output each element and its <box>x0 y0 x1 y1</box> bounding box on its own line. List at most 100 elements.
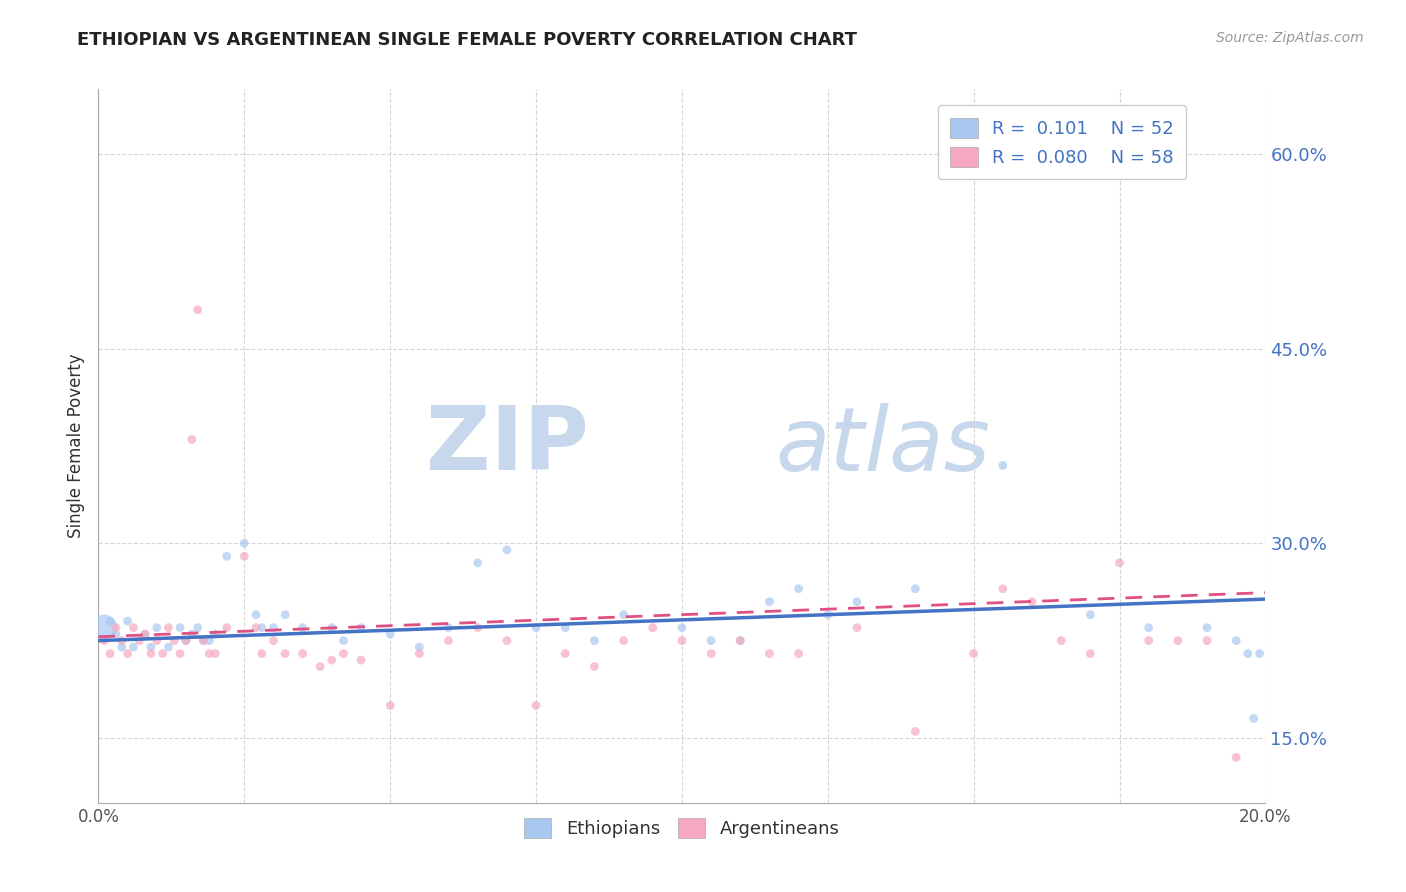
Point <box>904 724 927 739</box>
Point <box>187 302 209 317</box>
Point <box>274 607 297 622</box>
Point <box>169 621 191 635</box>
Point <box>215 549 238 564</box>
Point <box>730 633 752 648</box>
Point <box>554 621 576 635</box>
Text: ZIP: ZIP <box>426 402 589 490</box>
Point <box>233 536 256 550</box>
Point <box>380 698 402 713</box>
Point <box>496 633 519 648</box>
Point <box>700 647 723 661</box>
Text: ETHIOPIAN VS ARGENTINEAN SINGLE FEMALE POVERTY CORRELATION CHART: ETHIOPIAN VS ARGENTINEAN SINGLE FEMALE P… <box>77 31 858 49</box>
Point <box>146 621 169 635</box>
Point <box>1080 607 1102 622</box>
Point <box>962 647 984 661</box>
Point <box>122 640 145 654</box>
Point <box>408 647 430 661</box>
Point <box>98 647 121 661</box>
Point <box>111 633 134 648</box>
Point <box>1108 556 1130 570</box>
Point <box>583 659 606 673</box>
Point <box>700 633 723 648</box>
Point <box>98 614 121 628</box>
Point <box>612 633 634 648</box>
Point <box>1137 621 1160 635</box>
Point <box>250 621 273 635</box>
Point <box>134 627 156 641</box>
Point <box>198 647 221 661</box>
Point <box>180 627 202 641</box>
Point <box>904 582 927 596</box>
Text: Source: ZipAtlas.com: Source: ZipAtlas.com <box>1216 31 1364 45</box>
Point <box>1167 633 1189 648</box>
Point <box>93 633 115 648</box>
Point <box>787 582 810 596</box>
Point <box>671 633 693 648</box>
Point <box>321 653 343 667</box>
Point <box>321 621 343 635</box>
Legend: Ethiopians, Argentineans: Ethiopians, Argentineans <box>515 809 849 847</box>
Point <box>1021 595 1043 609</box>
Point <box>524 621 547 635</box>
Point <box>583 633 606 648</box>
Point <box>1243 711 1265 725</box>
Point <box>139 647 162 661</box>
Point <box>152 647 174 661</box>
Point <box>524 698 547 713</box>
Point <box>437 633 460 648</box>
Point <box>215 621 238 635</box>
Point <box>408 640 430 654</box>
Point <box>467 621 489 635</box>
Point <box>1237 647 1260 661</box>
Point <box>250 647 273 661</box>
Point <box>193 633 215 648</box>
Point <box>274 647 297 661</box>
Point <box>758 647 780 661</box>
Point <box>117 614 139 628</box>
Point <box>134 627 156 641</box>
Point <box>157 640 180 654</box>
Text: atlas: atlas <box>775 403 990 489</box>
Point <box>380 627 402 641</box>
Point <box>262 633 284 648</box>
Point <box>1137 633 1160 648</box>
Point <box>128 633 150 648</box>
Point <box>198 633 221 648</box>
Y-axis label: Single Female Poverty: Single Female Poverty <box>66 354 84 538</box>
Point <box>157 621 180 635</box>
Point <box>817 607 839 622</box>
Point <box>122 621 145 635</box>
Point <box>758 595 780 609</box>
Point <box>180 433 202 447</box>
Point <box>204 647 226 661</box>
Point <box>291 621 314 635</box>
Point <box>111 640 134 654</box>
Point <box>146 633 169 648</box>
Point <box>104 621 127 635</box>
Point <box>846 595 869 609</box>
Point <box>309 659 332 673</box>
Point <box>1195 633 1218 648</box>
Point <box>174 633 197 648</box>
Point <box>1080 647 1102 661</box>
Point <box>612 607 634 622</box>
Point <box>332 633 354 648</box>
Point <box>174 633 197 648</box>
Point <box>245 607 267 622</box>
Point <box>730 633 752 648</box>
Point <box>291 647 314 661</box>
Point <box>193 633 215 648</box>
Point <box>437 621 460 635</box>
Point <box>245 621 267 635</box>
Point <box>671 621 693 635</box>
Point <box>332 647 354 661</box>
Point <box>262 621 284 635</box>
Point <box>163 633 186 648</box>
Point <box>93 621 115 635</box>
Point <box>787 647 810 661</box>
Point <box>991 458 1014 473</box>
Point <box>1225 633 1247 648</box>
Point <box>350 653 373 667</box>
Point <box>554 647 576 661</box>
Point <box>350 621 373 635</box>
